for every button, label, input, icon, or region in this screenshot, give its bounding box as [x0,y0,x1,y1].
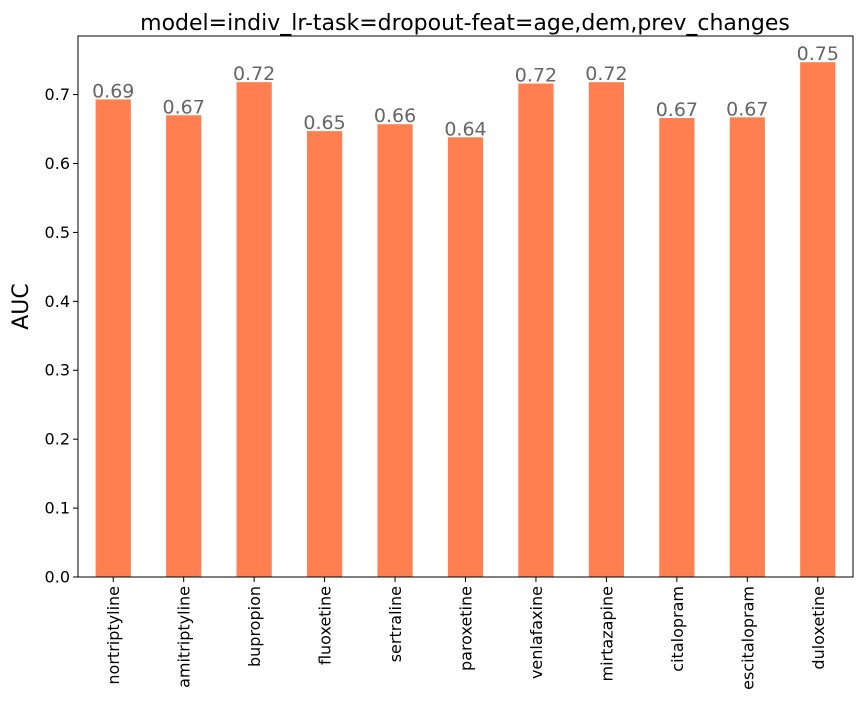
bar-fluoxetine [306,131,343,578]
data-label-venlafaxine: 0.72 [515,65,557,87]
data-label-mirtazapine: 0.72 [585,63,627,85]
y-tick-label: 0.5 [45,223,70,242]
bar-bupropion [236,82,272,577]
x-tick-label-citalopram: citalopram [668,586,687,672]
bar-paroxetine [447,137,484,577]
data-label-amitriptyline: 0.67 [163,96,205,118]
bar-amitriptyline [166,115,202,578]
data-label-duloxetine: 0.75 [797,43,839,65]
y-tick-label: 0.6 [45,154,70,173]
bar-venlafaxine [518,83,554,578]
x-tick-label-sertraline: sertraline [386,586,405,662]
x-tick-label-amitriptyline: amitriptyline [175,586,194,688]
data-labels-layer: 0.69 0.67 0.72 0.65 0.66 0.64 0.72 0.72 0.67 0.67… [92,43,839,140]
y-axis: 0.0 0.1 0.2 0.3 0.4 0.5 0.6 0.7 [45,85,78,587]
data-label-fluoxetine: 0.65 [303,112,345,134]
x-tick-label-fluoxetine: fluoxetine [316,586,335,665]
data-label-paroxetine: 0.64 [444,118,486,140]
x-tick-label-nortriptyline: nortriptyline [104,586,123,685]
y-tick-label: 0.3 [45,361,70,380]
x-tick-label-paroxetine: paroxetine [457,586,476,671]
x-tick-label-venlafaxine: venlafaxine [527,586,546,679]
data-label-bupropion: 0.72 [233,63,275,85]
data-label-sertraline: 0.66 [374,105,416,127]
bar-citalopram [659,118,695,577]
x-tick-label-escitalopram: escitalopram [738,586,757,690]
x-tick-label-mirtazapine: mirtazapine [597,586,616,681]
y-tick-label: 0.0 [45,568,70,587]
y-axis-label: AUC [9,283,34,330]
x-tick-label-bupropion: bupropion [245,586,264,667]
bar-sertraline [377,124,413,577]
data-label-nortriptyline: 0.69 [92,80,134,102]
y-tick-label: 0.7 [45,85,70,104]
y-tick-label: 0.4 [45,292,70,311]
data-label-escitalopram: 0.67 [726,98,768,120]
y-tick-label: 0.2 [45,430,70,449]
bar-duloxetine [800,62,836,577]
data-label-citalopram: 0.67 [656,99,698,121]
bar-nortriptyline [95,99,131,578]
plot-frame [77,35,854,578]
chart-title: model=indiv_lr-task=dropout-feat=age,dem… [140,11,790,36]
x-axis: nortriptyline amitriptyline bupropion fluox… [104,577,828,690]
y-tick-label: 0.1 [45,499,70,518]
bar-mirtazapine [588,82,625,577]
bar-escitalopram [729,117,765,577]
bars-layer [95,62,836,578]
x-tick-label-duloxetine: duloxetine [809,586,828,670]
